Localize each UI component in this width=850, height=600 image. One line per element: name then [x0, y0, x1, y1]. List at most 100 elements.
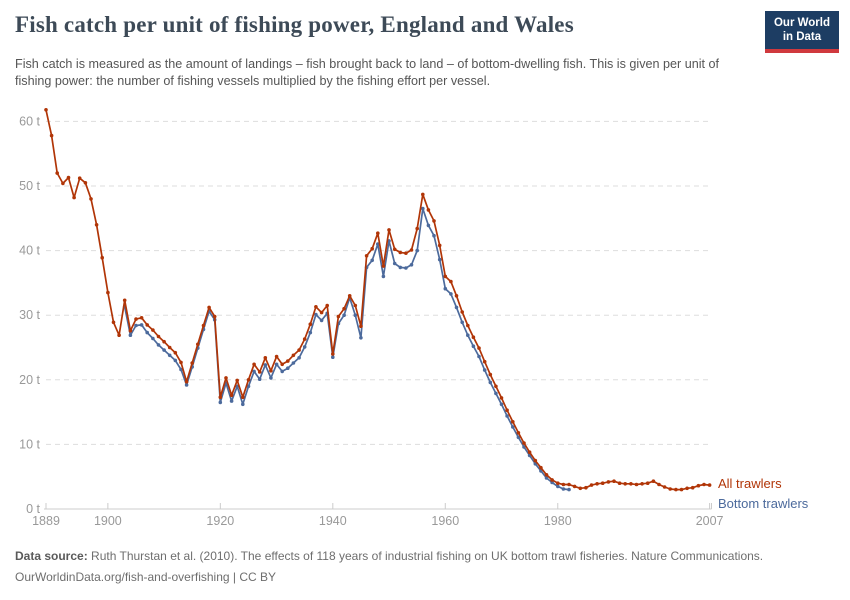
x-tick-label: 1960 [431, 514, 459, 528]
data-point-bottom-trawlers [477, 354, 481, 359]
data-point-all-trawlers [612, 479, 616, 484]
data-point-all-trawlers [302, 337, 307, 341]
data-point-bottom-trawlers [437, 257, 442, 262]
data-point-all-trawlers [494, 384, 498, 389]
data-point-bottom-trawlers [443, 286, 448, 291]
data-point-bottom-trawlers [359, 336, 363, 340]
data-point-all-trawlers [702, 482, 706, 487]
data-point-bottom-trawlers [179, 367, 183, 372]
data-point-all-trawlers [139, 316, 144, 320]
chart-title: Fish catch per unit of fishing power, En… [15, 12, 574, 37]
data-point-bottom-trawlers [466, 333, 470, 338]
data-point-all-trawlers [212, 314, 217, 319]
data-point-all-trawlers [286, 359, 290, 363]
data-point-all-trawlers [387, 228, 391, 232]
data-point-all-trawlers [280, 362, 285, 367]
data-point-bottom-trawlers [381, 274, 386, 279]
data-point-all-trawlers [651, 479, 656, 484]
data-point-all-trawlers [134, 317, 138, 321]
data-point-all-trawlers [190, 361, 194, 365]
data-point-all-trawlers [229, 393, 234, 398]
data-point-bottom-trawlers [460, 320, 465, 325]
x-tick-label: 2007 [696, 514, 724, 528]
data-source-text: Ruth Thurstan et al. (2010). The effects… [87, 549, 764, 563]
data-point-all-trawlers [106, 290, 110, 295]
data-point-all-trawlers [291, 353, 296, 358]
data-point-bottom-trawlers [516, 435, 521, 440]
data-point-all-trawlers [156, 334, 161, 339]
data-point-all-trawlers [595, 482, 599, 486]
data-point-bottom-trawlers [567, 487, 571, 492]
data-point-all-trawlers [111, 320, 116, 325]
x-tick-label: 1980 [544, 514, 572, 528]
data-point-all-trawlers [331, 352, 335, 356]
data-point-bottom-trawlers [280, 369, 285, 374]
data-point-all-trawlers [572, 484, 577, 489]
data-point-bottom-trawlers [162, 348, 166, 352]
data-point-all-trawlers [426, 208, 431, 212]
data-point-bottom-trawlers [241, 402, 245, 407]
data-point-all-trawlers [662, 485, 667, 489]
legend-all-trawlers[interactable]: All trawlers [718, 476, 782, 492]
data-point-all-trawlers [94, 223, 99, 227]
data-point-all-trawlers [336, 314, 341, 319]
data-point-bottom-trawlers [263, 363, 268, 367]
data-point-bottom-trawlers [454, 305, 459, 310]
data-point-bottom-trawlers [415, 248, 420, 253]
data-point-all-trawlers [100, 255, 104, 260]
data-point-bottom-trawlers [246, 384, 251, 389]
data-point-bottom-trawlers [544, 476, 549, 480]
legend-bottom-trawlers[interactable]: Bottom trawlers [718, 496, 809, 512]
footer-link[interactable]: OurWorldinData.org/fish-and-overfishing [15, 570, 230, 584]
data-point-bottom-trawlers [556, 484, 560, 489]
data-point-bottom-trawlers [449, 292, 453, 296]
data-point-all-trawlers [342, 306, 346, 311]
data-point-bottom-trawlers [331, 355, 335, 360]
data-point-all-trawlers [72, 195, 76, 200]
data-point-all-trawlers [83, 181, 88, 185]
data-point-bottom-trawlers [229, 399, 234, 403]
data-point-all-trawlers [432, 219, 436, 223]
data-point-all-trawlers [359, 324, 363, 329]
data-point-all-trawlers [505, 408, 509, 413]
data-point-bottom-trawlers [297, 356, 301, 360]
data-point-all-trawlers [488, 372, 493, 377]
y-tick-label: 60 t [19, 114, 40, 128]
data-point-bottom-trawlers [511, 425, 515, 429]
data-point-all-trawlers [449, 279, 453, 284]
data-point-all-trawlers [179, 360, 183, 365]
data-point-all-trawlers [640, 482, 644, 486]
data-point-all-trawlers [679, 487, 684, 492]
data-point-bottom-trawlers [257, 377, 262, 382]
data-point-all-trawlers [89, 197, 93, 201]
data-point-all-trawlers [235, 378, 239, 383]
x-tick-label: 1900 [94, 514, 122, 528]
data-point-all-trawlers [77, 176, 82, 180]
data-point-all-trawlers [162, 339, 166, 344]
data-point-all-trawlers [415, 226, 420, 231]
data-source-label: Data source: [15, 549, 88, 563]
data-point-all-trawlers [674, 487, 678, 492]
data-point-bottom-trawlers [302, 345, 307, 349]
x-tick-label: 1940 [319, 514, 347, 528]
data-point-bottom-trawlers [392, 261, 397, 266]
series-line-all-trawlers[interactable] [45, 108, 711, 491]
data-point-bottom-trawlers [252, 369, 256, 374]
data-point-all-trawlers [392, 247, 397, 252]
owid-logo[interactable]: Our World in Data [764, 11, 839, 53]
y-tick-label: 0 t [26, 502, 40, 516]
chart-subtitle: Fish catch is measured as the amount of … [15, 57, 720, 89]
chart-footer: Data source: Ruth Thurstan et al. (2010)… [15, 546, 835, 588]
data-point-bottom-trawlers [494, 391, 498, 396]
data-point-all-trawlers [584, 485, 588, 490]
data-point-all-trawlers [527, 450, 532, 455]
data-point-all-trawlers [252, 362, 256, 367]
data-point-bottom-trawlers [139, 323, 144, 327]
data-point-all-trawlers [623, 482, 627, 486]
data-point-bottom-trawlers [353, 313, 358, 318]
data-point-bottom-trawlers [286, 366, 290, 371]
data-point-all-trawlers [629, 482, 633, 486]
data-point-all-trawlers [499, 396, 504, 400]
data-point-all-trawlers [561, 482, 566, 487]
